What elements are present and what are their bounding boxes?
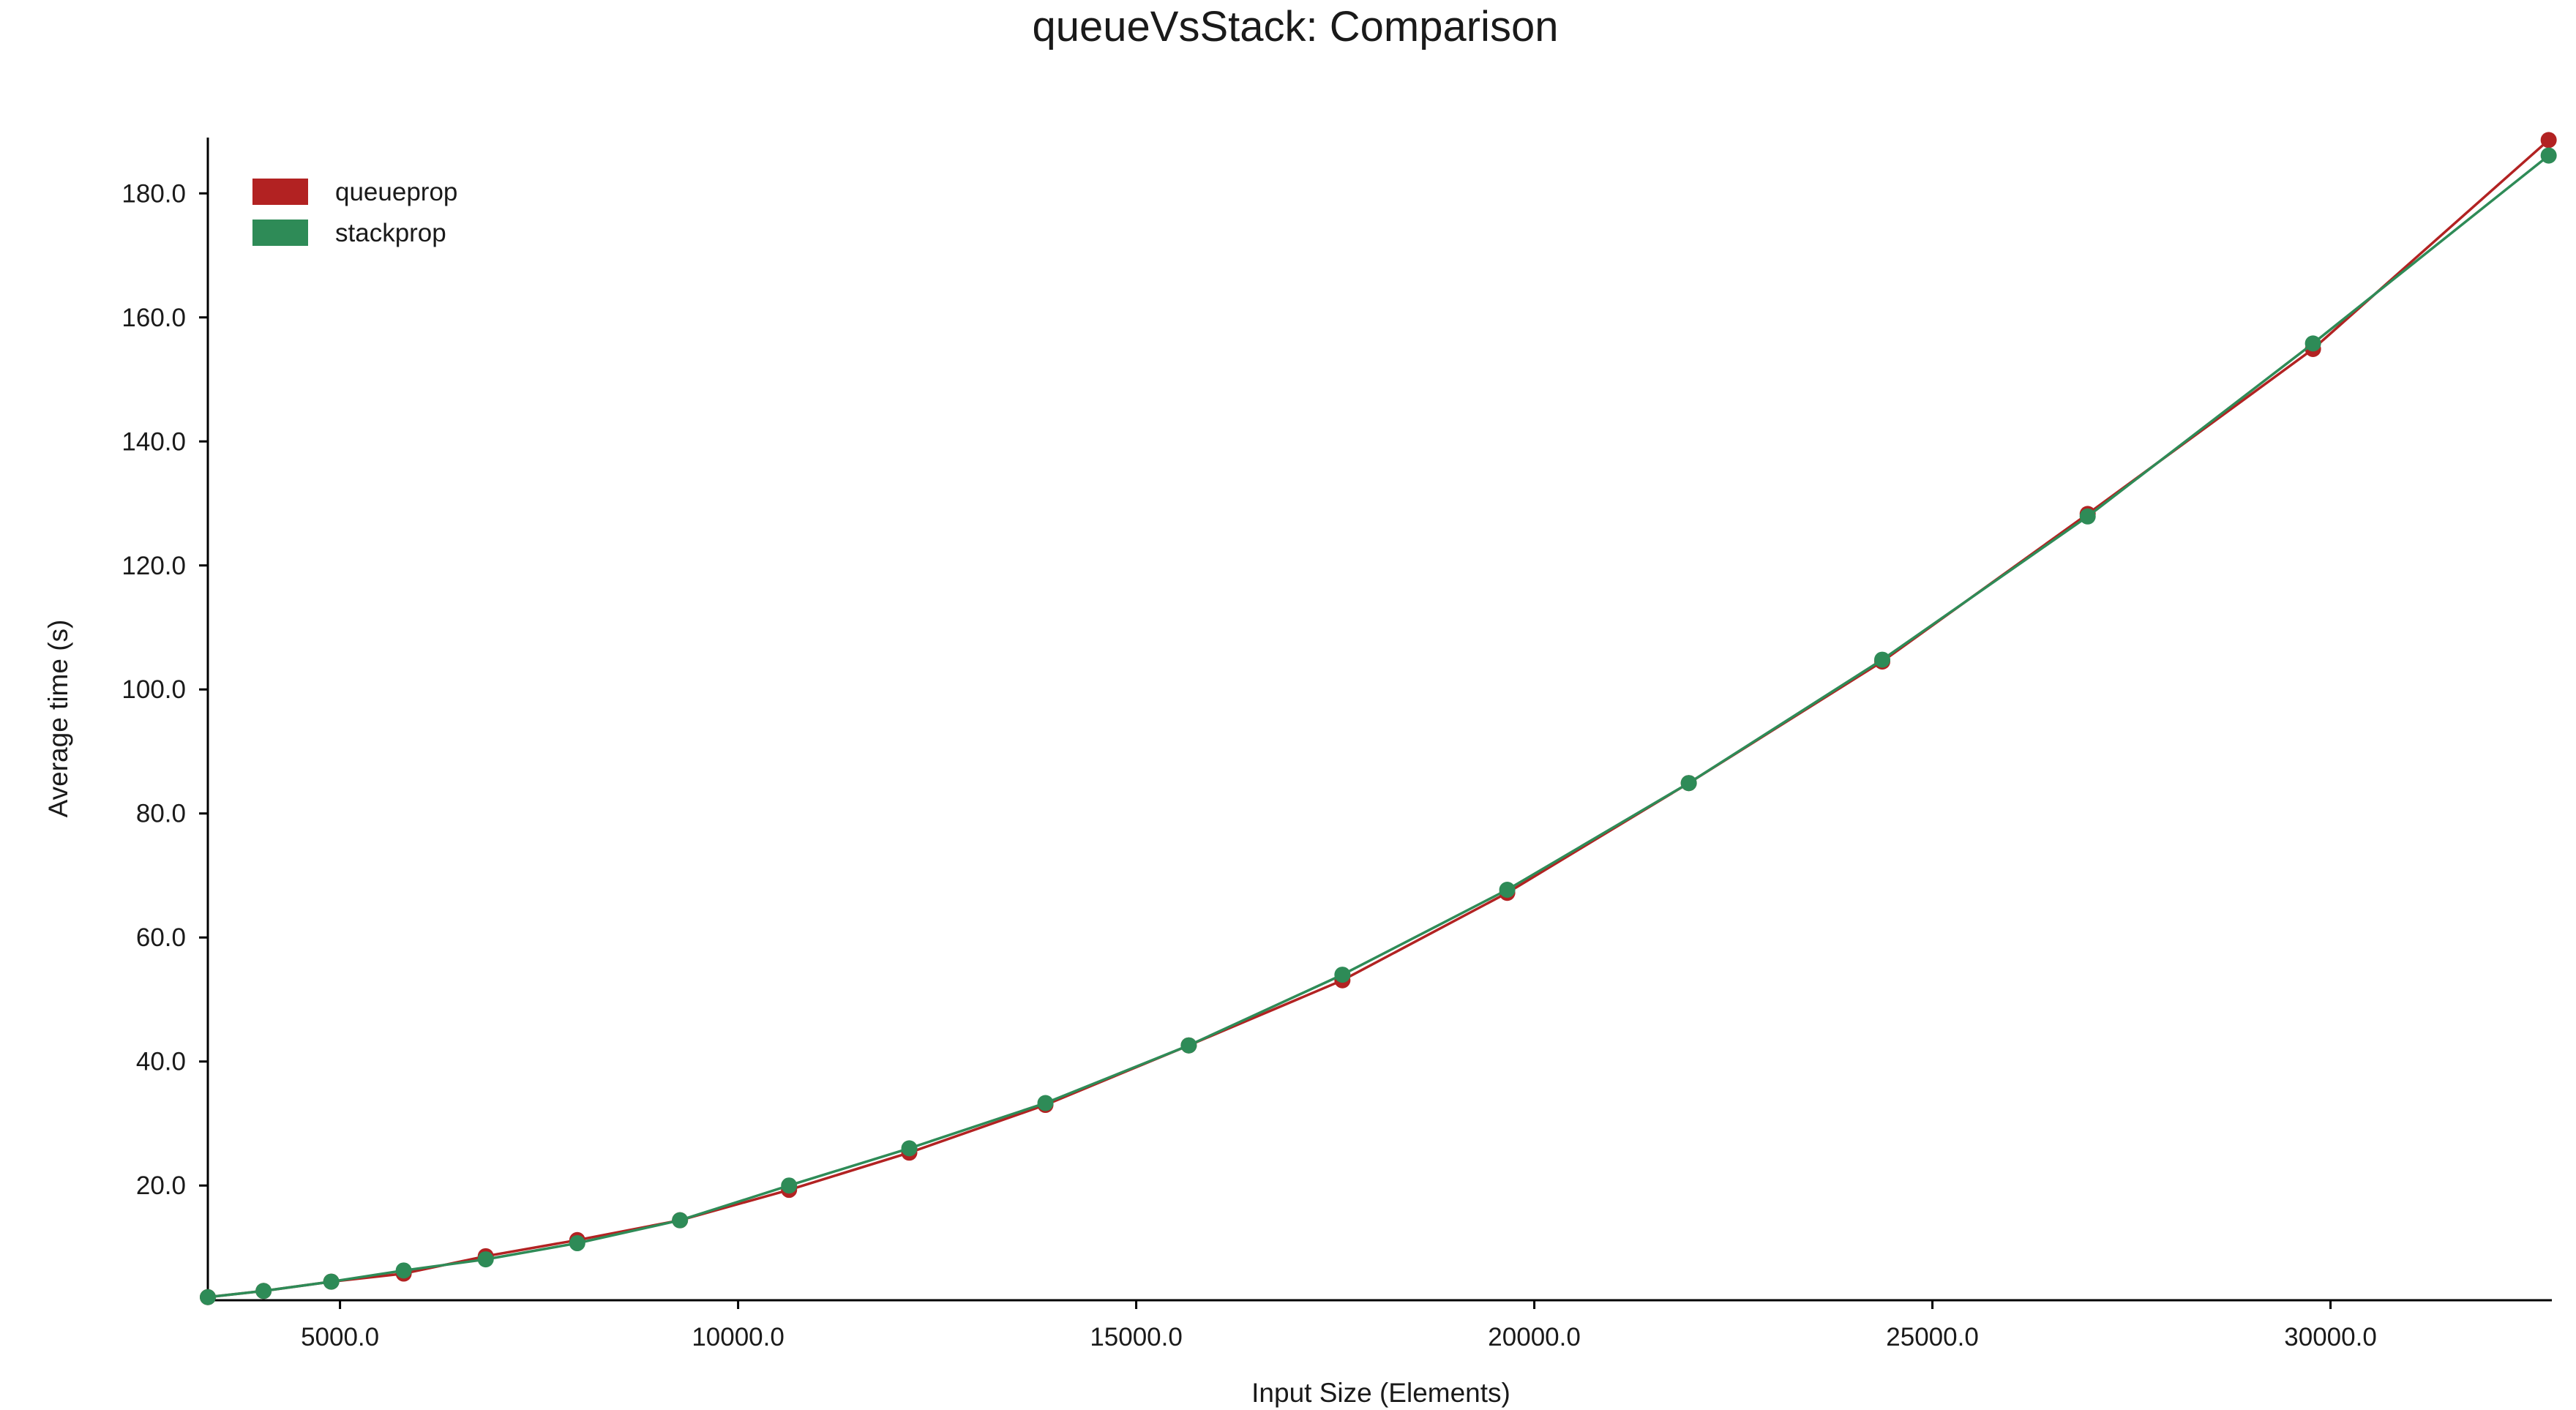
data-point-stackprop: [2304, 335, 2321, 352]
y-tick-label: 60.0: [136, 923, 186, 952]
data-point-stackprop: [477, 1251, 494, 1268]
y-tick-label: 180.0: [121, 179, 186, 208]
y-tick-label: 140.0: [121, 427, 186, 456]
data-point-stackprop: [323, 1273, 340, 1290]
series-line-queueprop: [206, 138, 2550, 1299]
legend-swatch-stackprop: [252, 220, 308, 246]
legend-swatch-queueprop: [252, 179, 308, 205]
x-tick-label: 20000.0: [1488, 1323, 1581, 1351]
data-point-stackprop: [1180, 1037, 1197, 1054]
data-point-stackprop: [1334, 967, 1351, 983]
data-point-stackprop: [255, 1283, 272, 1300]
x-tick-label: 15000.0: [1090, 1323, 1183, 1351]
data-point-stackprop: [200, 1289, 216, 1305]
x-tick-label: 25000.0: [1886, 1323, 1979, 1351]
data-point-stackprop: [1037, 1095, 1054, 1111]
data-point-stackprop: [1874, 651, 1891, 668]
y-tick-label: 120.0: [121, 552, 186, 580]
data-point-stackprop: [395, 1262, 412, 1279]
y-tick-label: 20.0: [136, 1171, 186, 1200]
data-point-stackprop: [781, 1177, 798, 1194]
y-tick-label: 100.0: [121, 675, 186, 704]
x-tick-label: 10000.0: [692, 1323, 785, 1351]
legend: queueprop stackprop: [252, 178, 457, 247]
x-tick-label: 30000.0: [2284, 1323, 2377, 1351]
chart-title: queueVsStack: Comparison: [1033, 3, 1559, 50]
axes: 20.0 40.0 60.0 80.0 100.0 120.0 140.0 160.0 180.…: [121, 138, 2552, 1351]
legend-label-queueprop: queueprop: [335, 178, 457, 206]
x-tick-label: 5000.0: [301, 1323, 379, 1351]
y-axis-label: Average time (s): [43, 620, 73, 818]
data-point-stackprop: [1680, 775, 1697, 792]
data-point-stackprop: [569, 1235, 585, 1252]
data-point-stackprop: [1499, 881, 1516, 898]
legend-label-stackprop: stackprop: [335, 219, 446, 247]
y-tick-label: 80.0: [136, 800, 186, 828]
data-point-stackprop: [901, 1140, 918, 1157]
data-point-stackprop: [2079, 508, 2096, 525]
plot-area: [200, 132, 2557, 1305]
y-tick-label: 40.0: [136, 1048, 186, 1076]
y-tick-label: 160.0: [121, 304, 186, 332]
data-point-stackprop: [672, 1212, 689, 1229]
series-line-stackprop: [206, 154, 2550, 1299]
x-axis-label: Input Size (Elements): [1251, 1378, 1510, 1408]
data-point-queueprop: [2540, 132, 2557, 149]
data-point-stackprop: [2540, 147, 2557, 164]
